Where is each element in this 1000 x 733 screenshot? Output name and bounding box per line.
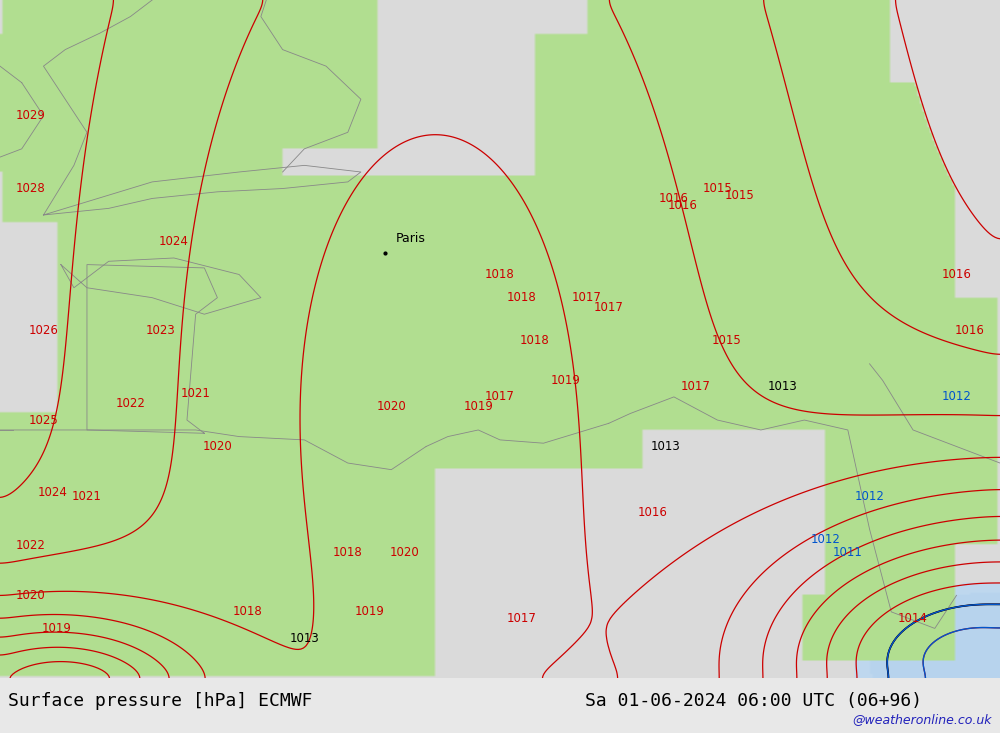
- Text: 1020: 1020: [389, 546, 419, 559]
- Text: 1018: 1018: [333, 546, 363, 559]
- Text: 1018: 1018: [233, 605, 263, 619]
- Text: 1015: 1015: [703, 182, 732, 195]
- Text: 1018: 1018: [520, 334, 550, 347]
- Text: 1014: 1014: [898, 612, 928, 625]
- Text: 1011: 1011: [833, 546, 863, 559]
- Text: 1019: 1019: [355, 605, 385, 619]
- Text: 1017: 1017: [681, 380, 711, 394]
- Text: 1017: 1017: [572, 291, 602, 304]
- Text: 1016: 1016: [942, 268, 971, 281]
- Text: 1029: 1029: [15, 109, 45, 122]
- Text: Sa 01-06-2024 06:00 UTC (06+96): Sa 01-06-2024 06:00 UTC (06+96): [585, 692, 922, 710]
- Text: 1018: 1018: [485, 268, 515, 281]
- Text: 1015: 1015: [711, 334, 741, 347]
- Text: 1015: 1015: [724, 188, 754, 202]
- Text: 1020: 1020: [16, 589, 45, 602]
- Text: 1019: 1019: [42, 622, 71, 635]
- Text: 1017: 1017: [594, 301, 624, 314]
- Text: 1012: 1012: [855, 490, 885, 503]
- Text: 1017: 1017: [507, 612, 537, 625]
- Text: 1024: 1024: [37, 486, 67, 499]
- Text: 1020: 1020: [203, 440, 232, 453]
- Text: 1023: 1023: [146, 324, 176, 337]
- Text: 1018: 1018: [507, 291, 537, 304]
- Text: 1021: 1021: [181, 387, 211, 400]
- Text: 1028: 1028: [16, 182, 45, 195]
- Text: 1016: 1016: [659, 192, 689, 205]
- Text: 1020: 1020: [376, 400, 406, 413]
- Text: @weatheronline.co.uk: @weatheronline.co.uk: [852, 713, 992, 726]
- Text: Paris: Paris: [396, 232, 426, 245]
- Text: 1021: 1021: [72, 490, 102, 503]
- Text: 1017: 1017: [485, 391, 515, 403]
- Text: 1016: 1016: [668, 199, 698, 212]
- Text: 1016: 1016: [955, 324, 985, 337]
- Text: Surface pressure [hPa] ECMWF: Surface pressure [hPa] ECMWF: [8, 692, 312, 710]
- Text: 1024: 1024: [159, 235, 189, 248]
- Text: 1012: 1012: [811, 533, 841, 545]
- Text: 1013: 1013: [650, 440, 680, 453]
- Text: 1019: 1019: [550, 374, 580, 387]
- Text: 1026: 1026: [29, 324, 58, 337]
- Text: 1012: 1012: [942, 391, 971, 403]
- Text: 1013: 1013: [768, 380, 797, 394]
- Text: 1013: 1013: [289, 632, 319, 645]
- Text: 1016: 1016: [637, 507, 667, 519]
- Text: 1022: 1022: [15, 539, 45, 552]
- Text: 1019: 1019: [463, 400, 493, 413]
- Text: 1025: 1025: [29, 413, 58, 427]
- Text: 1022: 1022: [115, 397, 145, 410]
